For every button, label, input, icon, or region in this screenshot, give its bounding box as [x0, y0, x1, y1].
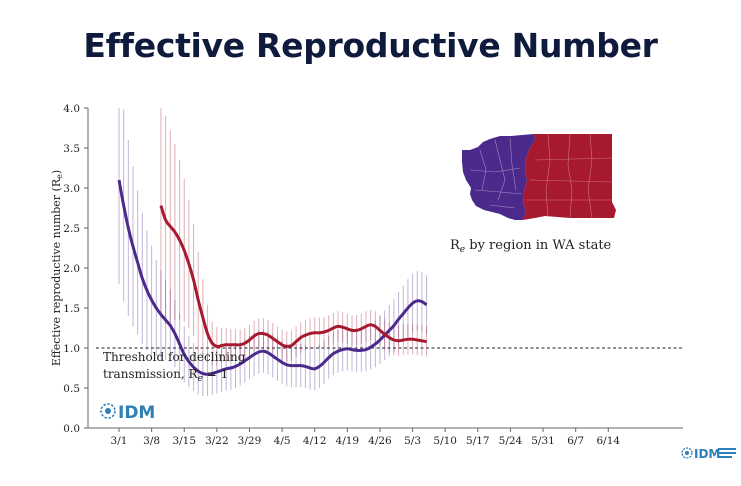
y-axis-label-main: Effective reproductive number (R	[50, 178, 63, 366]
y-tick-label: 3.5	[63, 143, 80, 155]
x-tick-label: 3/1	[111, 435, 128, 447]
threshold-annotation-sub: e	[198, 374, 203, 384]
y-axis-label: Effective reproductive number (Re)	[50, 170, 64, 366]
x-tick-label: 3/22	[205, 435, 229, 447]
threshold-annotation-line2: transmission, Re = 1	[103, 367, 228, 384]
x-tick-label: 5/17	[466, 435, 490, 447]
x-tick-label: 5/31	[531, 435, 555, 447]
x-tick-label: 5/24	[499, 435, 523, 447]
y-tick-label: 3.0	[63, 183, 80, 195]
x-tick-labels: 3/1 3/8 3/15 3/22 3/29 4/5 4/12 4/19 4/26 5/3 5/10…	[111, 428, 621, 447]
threshold-annotation-line1: Threshold for declining	[103, 350, 246, 364]
inset-caption-rest: by region in WA state	[465, 238, 611, 253]
idm-logo-text: IDM	[118, 403, 155, 423]
footer-idm-logo-text: IDM	[694, 447, 720, 461]
x-tick-label: 5/10	[433, 435, 457, 447]
x-tick-label: 5/3	[404, 435, 421, 447]
y-tick-label: 2.0	[63, 263, 80, 275]
wa-state-map: Re by region in WA state	[450, 133, 616, 255]
footer-idm-logo-subtext3	[718, 456, 732, 458]
footer-idm-logo-subtext2	[718, 452, 736, 454]
x-tick-label: 4/12	[303, 435, 327, 447]
map-county-lines-east	[526, 133, 613, 219]
footer-idm-logo-subtext	[718, 448, 736, 450]
footer-idm-logo-icon	[681, 447, 693, 459]
y-tick-label: 1.0	[63, 343, 80, 355]
idm-logo: IDM	[100, 403, 155, 423]
chart-title: Effective Reproductive Number	[83, 26, 658, 65]
east-region-line	[159, 205, 427, 348]
x-tick-label: 4/19	[336, 435, 360, 447]
y-tick-label: 2.5	[63, 223, 80, 235]
x-tick-label: 6/14	[597, 435, 621, 447]
map-county-lines	[469, 137, 523, 209]
y-axis-label-sub: e	[55, 174, 64, 179]
y-tick-label: 4.0	[63, 103, 80, 115]
y-tick-label: 1.5	[63, 303, 80, 315]
x-tick-label: 3/15	[172, 435, 196, 447]
x-tick-label: 4/26	[368, 435, 392, 447]
threshold-annotation-text: transmission, R	[103, 367, 199, 381]
threshold-annotation-suffix: = 1	[203, 367, 228, 381]
west-region-line	[117, 179, 428, 376]
east-region-map	[523, 134, 616, 220]
idm-logo-icon	[100, 403, 116, 419]
inset-caption-r: R	[450, 238, 461, 253]
y-tick-labels: 0.0 0.5 1.0 1.5 2.0 2.5 3.0 3.5 4.0	[63, 103, 88, 435]
footer-idm-logo: IDM	[681, 447, 736, 461]
inset-caption-sub: e	[460, 245, 465, 255]
inset-caption: Re by region in WA state	[450, 238, 612, 255]
x-tick-label: 3/29	[238, 435, 262, 447]
x-tick-label: 6/7	[567, 435, 584, 447]
east-error-bars	[160, 108, 428, 366]
west-region-map	[462, 134, 535, 220]
y-tick-label: 0.0	[63, 423, 80, 435]
x-tick-label: 4/5	[274, 435, 291, 447]
x-tick-label: 3/8	[143, 435, 160, 447]
y-tick-label: 0.5	[63, 383, 80, 395]
y-axis-label-end: )	[50, 170, 63, 174]
